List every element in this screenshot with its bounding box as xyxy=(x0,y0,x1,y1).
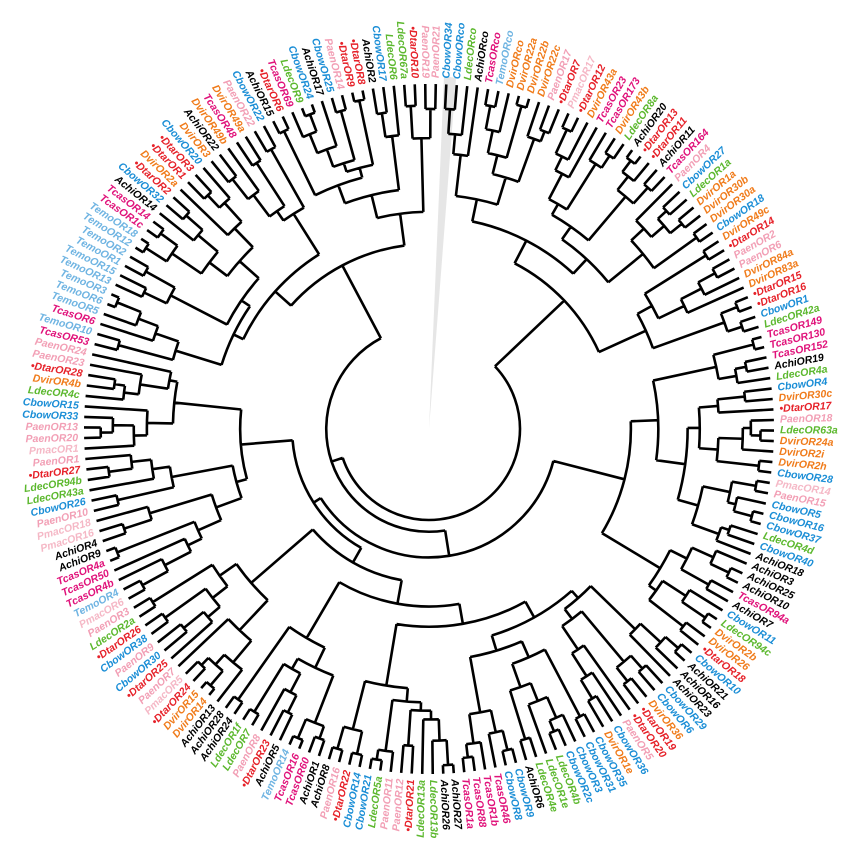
leaf-label: •DtarOR10 xyxy=(407,26,421,79)
leaf-label: DvirOR24a xyxy=(780,435,834,449)
leaf-label: LdecORco xyxy=(462,27,480,81)
leaf-label: LdecOR4c xyxy=(27,384,80,401)
leaf-label: PaenOR21 xyxy=(430,25,443,78)
leaf-label: DvirOR30c xyxy=(778,388,833,405)
leaf-label: PaenOR12 xyxy=(390,778,406,831)
leaf-label: PaenOR18 xyxy=(780,412,833,425)
leaf-label: CbowOR4 xyxy=(777,376,828,394)
leaf-label: DvirOR2i xyxy=(779,446,826,461)
leaf-label: LdecOR63a xyxy=(780,424,838,436)
leaf-label: DvirOR2h xyxy=(778,456,827,473)
leaf-label: AchiOR27 xyxy=(448,778,464,831)
leaf-label: CbowOR15 xyxy=(22,396,79,412)
leaf-label: CbowOR33 xyxy=(22,409,79,423)
highlight-wedge xyxy=(429,76,456,429)
leaf-label: •DtarOR17 xyxy=(779,400,833,415)
leaf-label: PaenOR1 xyxy=(32,453,80,469)
leaf-label: CbowOR34 xyxy=(440,22,455,79)
branches xyxy=(83,84,775,774)
leaf-labels: CbowOR34CbowORcoLdecORcoAchiORcoTcasORco… xyxy=(22,21,838,839)
leaf-label: LdecOR67a xyxy=(394,21,410,80)
leaf-label: PaenOR20 xyxy=(25,432,78,445)
leaf-label: PaenOR19 xyxy=(419,25,432,78)
leaf-label: LdecOR6 xyxy=(383,33,400,80)
leaf-label: CbowORco xyxy=(451,22,468,80)
leaf-label: PaenOR13 xyxy=(25,421,78,433)
leaf-label: PaenOR11 xyxy=(378,777,396,830)
leaf-label: LdecOR13a xyxy=(415,780,428,838)
leaf-label: •DtarOR21 xyxy=(403,779,418,832)
leaf-label: TcasOR1a xyxy=(459,778,476,830)
leaf-label: PmacOR1 xyxy=(29,443,79,458)
leaf-label: AchiOR26 xyxy=(438,778,452,830)
leaf-label: LdecOR13b xyxy=(427,780,440,839)
branch-lines xyxy=(83,84,775,774)
